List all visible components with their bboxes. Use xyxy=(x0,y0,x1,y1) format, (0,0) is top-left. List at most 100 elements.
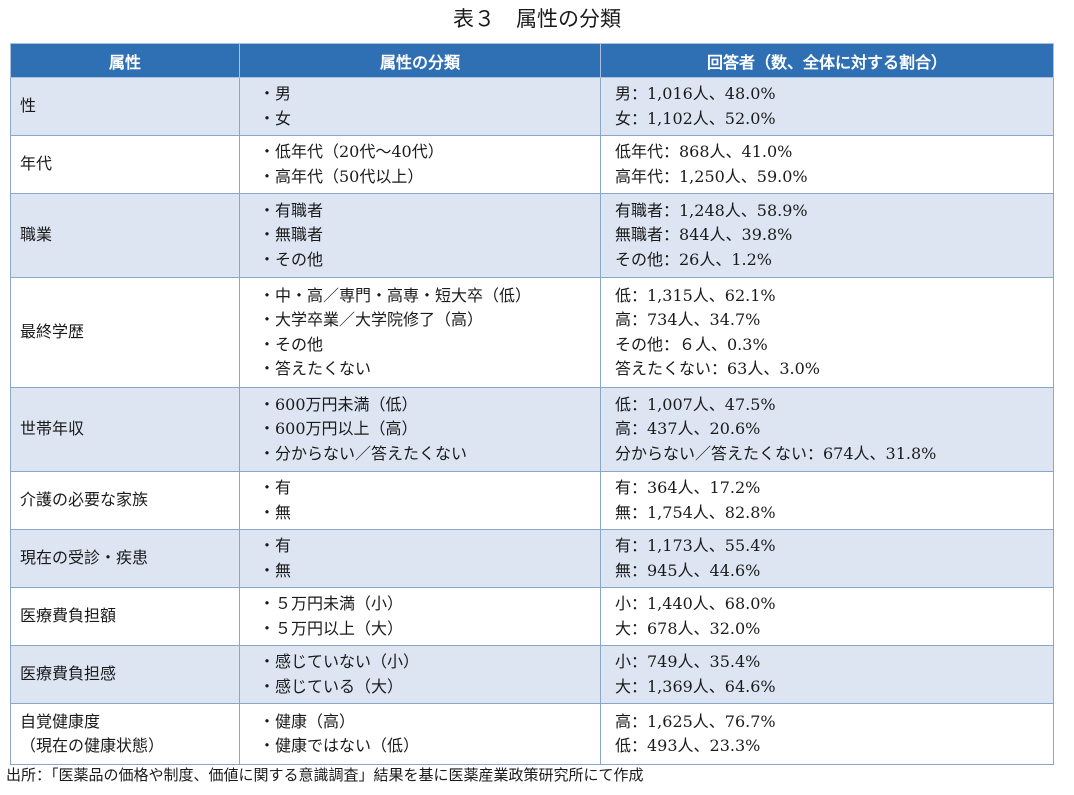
cell-line: 低：493人、23.3% xyxy=(615,736,761,755)
respondents-cell: 低：1,007人、47.5% 高：437人、20.6% 分からない／答えたくない：6… xyxy=(600,387,1054,472)
attribute-cell: 性 xyxy=(10,77,240,136)
cell-line: ・無 xyxy=(259,560,292,580)
classification-cell: ・感じていない（小） ・感じている（大） xyxy=(239,645,601,704)
attribute-cell: 職業 xyxy=(10,193,240,278)
cell-line: ・５万円以上（大） xyxy=(259,618,404,638)
classification-cell: ・有職者・無職者・その他 xyxy=(239,193,601,278)
header-attribute: 属性 xyxy=(10,43,240,78)
cell-line: ・健康ではない（低） xyxy=(259,736,420,755)
classification-cell: ・600万円未満（低） ・600万円以上（高） ・分からない／答えたくない xyxy=(239,387,601,472)
cell-line: 最終学歴 xyxy=(20,322,85,342)
cell-line: 現在の受診・疾患 xyxy=(20,548,149,568)
cell-line: ・600万円未満（低） xyxy=(259,394,418,414)
attribute-cell: 医療費負担感 xyxy=(10,645,240,704)
table-row: 自覚健康度 （現在の健康状態） ・健康（高） ・健康ではない（低） 高：1,625人、7… xyxy=(10,703,1054,765)
classification-cell: ・男 ・女 xyxy=(239,77,601,136)
classification-cell: ・健康（高） ・健康ではない（低） xyxy=(239,703,601,765)
header-respondents: 回答者（数、全体に対する割合） xyxy=(600,43,1054,78)
cell-line: ・感じている（大） xyxy=(259,676,404,696)
cell-line: 無：1,754人、82.8% xyxy=(615,502,776,522)
attribute-cell: 年代 xyxy=(10,135,240,194)
cell-line: その他：26人、1.2% xyxy=(615,249,773,269)
cell-line: 有：1,173人、55.4% xyxy=(615,536,776,555)
cell-line: ・有職者 xyxy=(259,200,324,220)
cell-line: ・無職者 xyxy=(259,225,324,245)
cell-line: 性 xyxy=(20,96,37,116)
cell-line: 年代 xyxy=(20,154,53,174)
cell-line: ・女 xyxy=(259,108,292,128)
classification-cell: ・有 ・無 xyxy=(239,529,601,588)
cell-line: 女：1,102人、52.0% xyxy=(615,108,776,128)
cell-line: 男：1,016人、48.0% xyxy=(615,84,776,103)
cell-line: 無：945人、44.6% xyxy=(615,560,761,580)
cell-line: ・大学卒業／大学院修了（高） xyxy=(259,310,484,329)
attribute-cell: 最終学歴 xyxy=(10,277,240,388)
attribute-table: 属性 属性の分類 回答者（数、全体に対する割合） 性・男 ・女 男：1,016人、4… xyxy=(10,43,1054,765)
respondents-cell: 小：749人、35.4% 大：1,369人、64.6% xyxy=(600,645,1054,704)
cell-line: ・中・高／専門・高専・短大卒（低） xyxy=(259,285,532,305)
cell-line: ・有 xyxy=(259,536,292,555)
cell-line: ・高年代（50代以上） xyxy=(259,166,424,186)
classification-cell: ・中・高／専門・高専・短大卒（低） ・大学卒業／大学院修了（高） ・その他 ・答えたく… xyxy=(239,277,601,388)
table-title: 表３ 属性の分類 xyxy=(453,7,621,31)
source-note: 出所：「医薬品の価格や制度、価値に関する意識調査」結果を基に医薬産業政策研究所に… xyxy=(6,766,644,784)
cell-line: 自覚健康度 xyxy=(20,711,101,731)
cell-line: ・600万円以上（高） xyxy=(259,419,418,439)
cell-line: 有職者：1,248人、58.9% xyxy=(615,200,808,220)
respondents-cell: 低年代：868人、41.0% 高年代：1,250人、59.0% xyxy=(600,135,1054,194)
cell-line: 高：734人、34.7% xyxy=(615,310,761,329)
table-body: 性・男 ・女 男：1,016人、48.0% 女：1,102人、52.0% 年代 ・低年代（… xyxy=(10,77,1054,765)
table-row: 年代 ・低年代（20代～40代） ・高年代（50代以上） 低年代：868人、41.0%… xyxy=(10,135,1054,194)
table-row: 医療費負担感 ・感じていない（小） ・感じている（大） 小：749人、35.4% 大：1… xyxy=(10,645,1054,704)
attribute-cell: 現在の受診・疾患 xyxy=(10,529,240,588)
respondents-cell: 小：1,440人、68.0% 大：678人、32.0% xyxy=(600,587,1054,646)
cell-line: 分からない／答えたくない：674人、31.8% xyxy=(615,443,937,463)
respondents-cell: 高：1,625人、76.7% 低：493人、23.3% xyxy=(600,703,1054,765)
cell-line: （現在の健康状態） xyxy=(20,736,165,755)
cell-line: 低年代：868人、41.0% xyxy=(615,142,793,161)
classification-cell: ・５万円未満（小） ・５万円以上（大） xyxy=(239,587,601,646)
cell-line: ・有 xyxy=(259,478,292,497)
cell-line: 医療費負担額 xyxy=(20,606,117,626)
table-row: 介護の必要な家族 ・有 ・無 有：364人、17.2% 無：1,754人、82.8% xyxy=(10,471,1054,530)
cell-line: ・５万円未満（小） xyxy=(259,594,404,613)
cell-line: 介護の必要な家族 xyxy=(20,490,149,510)
respondents-cell: 低：1,315人、62.1% 高：734人、34.7% その他：６人、0.3% 答えた… xyxy=(600,277,1054,388)
cell-line: ・その他 xyxy=(259,249,324,269)
table-row: 最終学歴 ・中・高／専門・高専・短大卒（低） ・大学卒業／大学院修了（高） ・その他・… xyxy=(10,277,1054,388)
table-row: 職業 ・有職者 ・無職者 ・その他 有職者：1,248人、58.9% 無職者：844人、3… xyxy=(10,193,1054,278)
cell-line: 職業 xyxy=(20,225,53,245)
cell-line: ・無 xyxy=(259,502,292,522)
cell-line: 高：1,625人、76.7% xyxy=(615,711,776,731)
cell-line: 低：1,315人、62.1% xyxy=(615,285,776,305)
header-row: 属性 属性の分類 回答者（数、全体に対する割合） xyxy=(10,43,1054,78)
respondents-cell: 有：364人、17.2% 無：1,754人、82.8% xyxy=(600,471,1054,530)
respondents-cell: 男：1,016人、48.0% 女：1,102人、52.0% xyxy=(600,77,1054,136)
cell-line: 小：1,440人、68.0% xyxy=(615,594,776,613)
respondents-cell: 有：1,173人、55.4% 無：945人、44.6% xyxy=(600,529,1054,588)
respondents-cell: 有職者：1,248人、58.9% 無職者：844人、39.8% その他：26人、1.… xyxy=(600,193,1054,278)
cell-line: 有：364人、17.2% xyxy=(615,478,761,497)
cell-line: ・その他 xyxy=(259,334,324,354)
cell-line: ・低年代（20代～40代） xyxy=(259,142,444,161)
classification-cell: ・有 ・無 xyxy=(239,471,601,530)
cell-line: ・男 xyxy=(259,84,292,103)
cell-line: ・感じていない（小） xyxy=(259,652,420,671)
cell-line: 大：678人、32.0% xyxy=(615,618,761,638)
cell-line: ・健康（高） xyxy=(259,711,356,731)
cell-line: 低：1,007人、47.5% xyxy=(615,394,776,414)
cell-line: ・分からない／答えたくない xyxy=(259,443,468,463)
attribute-cell: 介護の必要な家族 xyxy=(10,471,240,530)
cell-line: 答えたくない：63人、3.0% xyxy=(615,359,821,378)
cell-line: 小：749人、35.4% xyxy=(615,652,761,671)
attribute-cell: 世帯年収 xyxy=(10,387,240,472)
cell-line: 無職者：844人、39.8% xyxy=(615,225,793,245)
cell-line: 高：437人、20.6% xyxy=(615,419,761,439)
table-row: 世帯年収 ・600万円未満（低） ・600万円以上（高） ・分からない／答えたくない 低… xyxy=(10,387,1054,472)
table-row: 医療費負担額 ・５万円未満（小） ・５万円以上（大） 小：1,440人、68.0% 大：… xyxy=(10,587,1054,646)
table-row: 現在の受診・疾患 ・有 ・無 有：1,173人、55.4% 無：945人、44.6% xyxy=(10,529,1054,588)
classification-cell: ・低年代（20代～40代） ・高年代（50代以上） xyxy=(239,135,601,194)
attribute-cell: 医療費負担額 xyxy=(10,587,240,646)
table-row: 性・男 ・女 男：1,016人、48.0% 女：1,102人、52.0% xyxy=(10,77,1054,136)
